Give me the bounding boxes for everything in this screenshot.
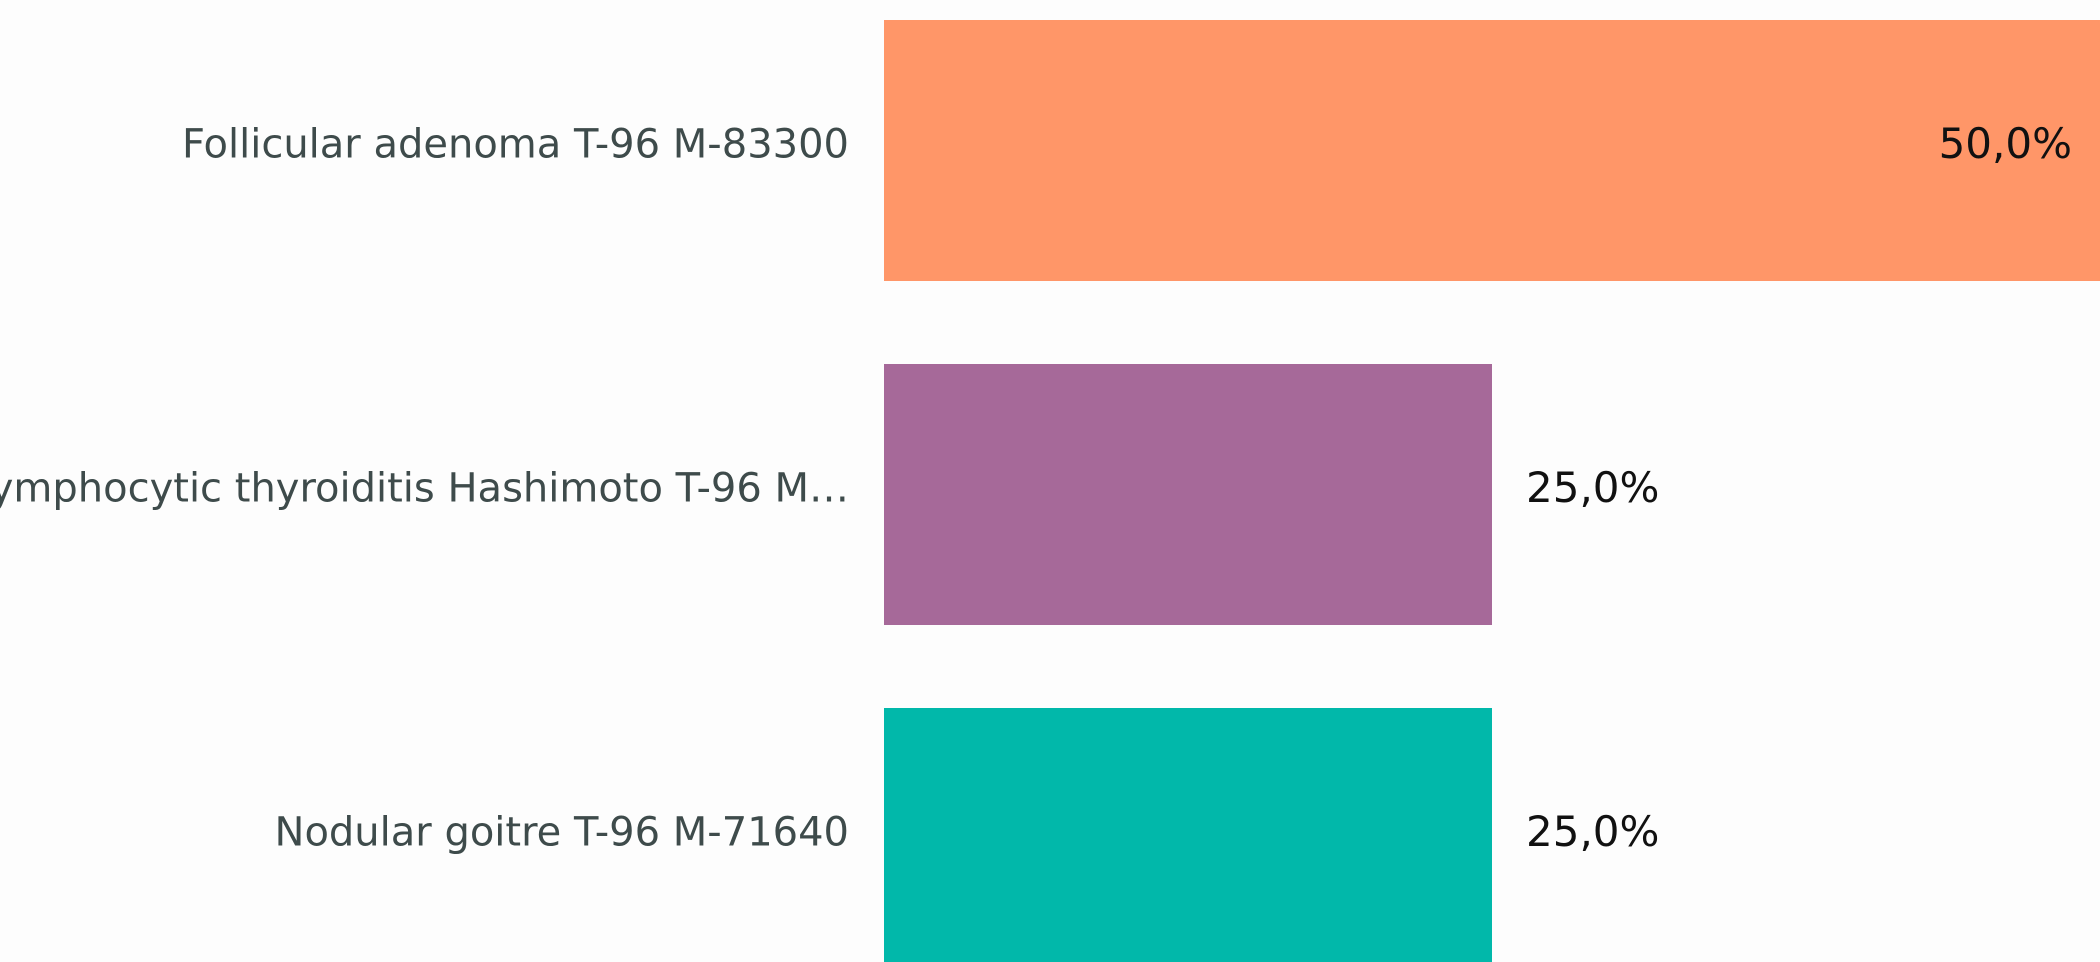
category-label: Follicular adenoma T-96 M-83300	[182, 122, 849, 168]
value-label: 50,0%	[1939, 119, 2072, 168]
bar	[884, 708, 1492, 962]
category-label: Lymphocytic thyroiditis Hashimoto T-96 M…	[0, 466, 849, 512]
bar	[884, 20, 2100, 281]
category-label: Nodular goitre T-96 M-71640	[275, 810, 849, 856]
bar	[884, 364, 1492, 625]
value-label: 25,0%	[1526, 463, 1659, 512]
value-label: 25,0%	[1526, 807, 1659, 856]
